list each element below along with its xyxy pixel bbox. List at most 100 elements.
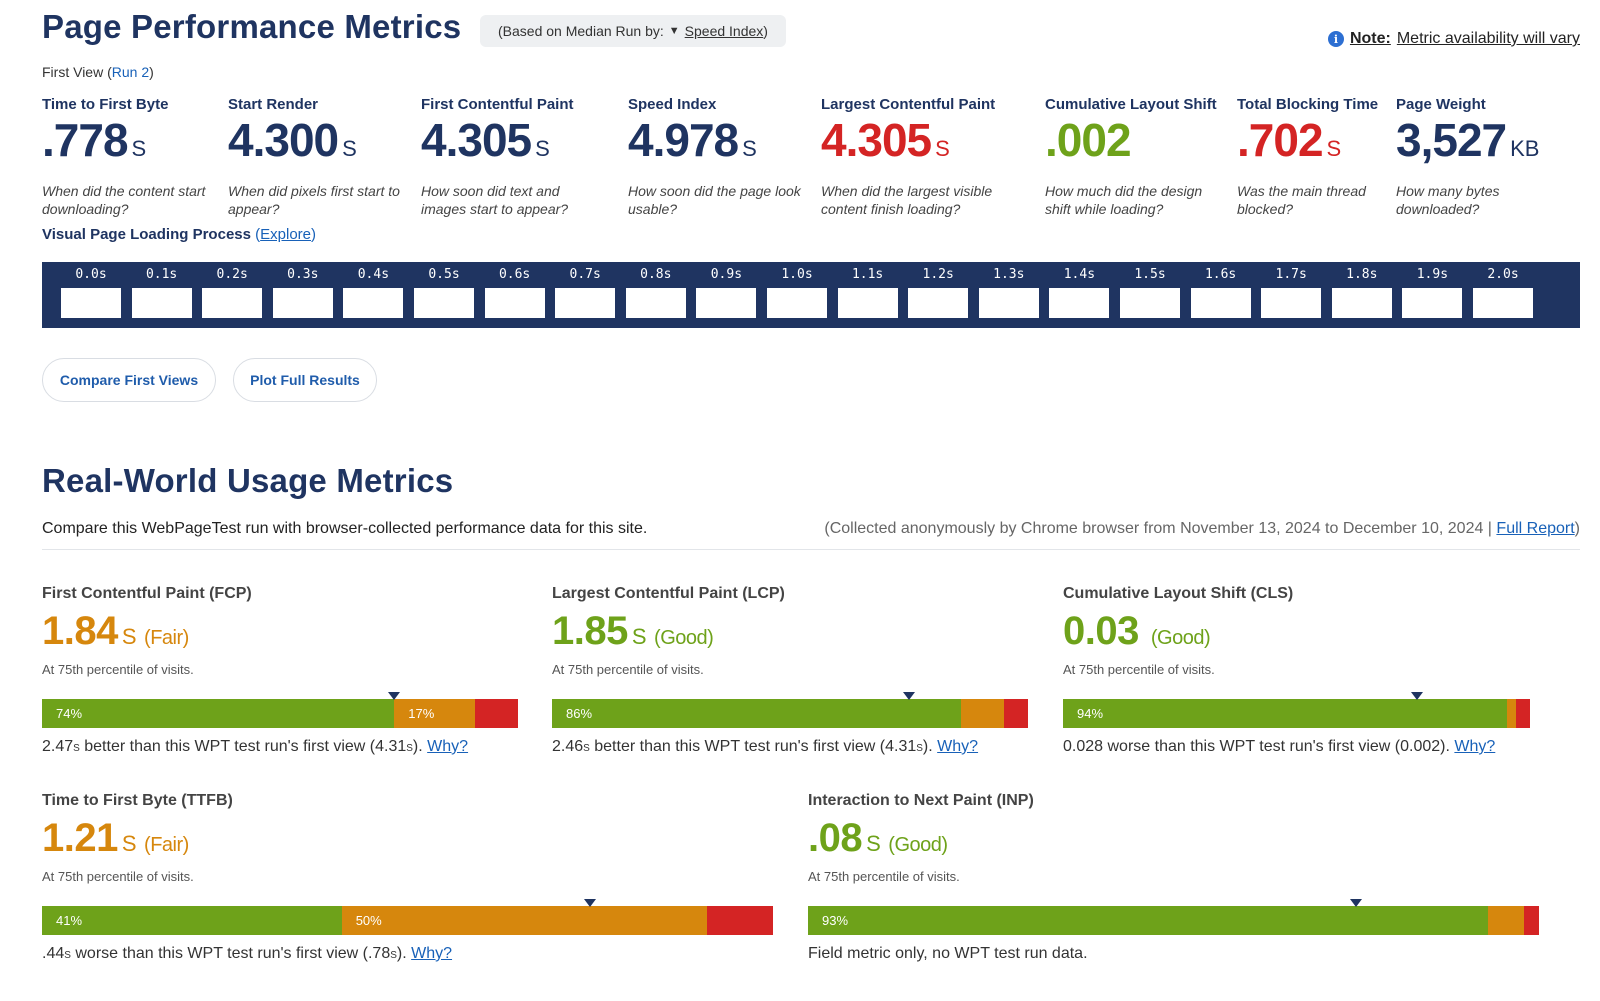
- percentile-note: At 75th percentile of visits.: [1063, 662, 1215, 677]
- distribution-bar: 41% 50%: [42, 899, 773, 935]
- metric-label: Cumulative Layout Shift: [1045, 96, 1217, 113]
- frame-thumbnail[interactable]: [908, 288, 969, 318]
- filmstrip-frame[interactable]: 0.3s: [267, 262, 339, 328]
- frame-time: 2.0s: [1487, 267, 1519, 282]
- poor-segment: [1004, 699, 1028, 728]
- frame-thumbnail[interactable]: [61, 288, 121, 318]
- plot-full-results-button[interactable]: Plot Full Results: [233, 358, 377, 402]
- filmstrip-frame[interactable]: 0.4s: [337, 262, 409, 328]
- frame-thumbnail[interactable]: [1473, 288, 1533, 318]
- median-metric-link[interactable]: Speed Index: [684, 23, 764, 39]
- metric-description: Was the main thread blocked?: [1237, 183, 1366, 217]
- why-link[interactable]: Why?: [411, 945, 453, 962]
- filmstrip-frame[interactable]: 0.2s: [196, 262, 268, 328]
- filmstrip-frame[interactable]: 0.9s: [690, 262, 762, 328]
- compare-first-views-button[interactable]: Compare First Views: [42, 358, 216, 402]
- filmstrip-frame[interactable]: 1.8s: [1326, 262, 1398, 328]
- filmstrip-frame[interactable]: 1.1s: [832, 262, 904, 328]
- filmstrip-frame[interactable]: 0.0s: [55, 262, 127, 328]
- note-text: Metric availability will vary: [1396, 30, 1580, 47]
- crux-rating: (Fair): [144, 834, 189, 856]
- frame-thumbnail[interactable]: [696, 288, 757, 318]
- filmstrip[interactable]: 0.0s 0.1s 0.2s 0.3s 0.4s 0.5s 0.6s 0.7s 0.8s 0.9s…: [42, 262, 1580, 328]
- metric-page-weight: Page Weight 3,527 KB How many bytes downl…: [1396, 96, 1576, 218]
- filmstrip-frame[interactable]: 0.5s: [408, 262, 480, 328]
- frame-thumbnail[interactable]: [978, 288, 1039, 318]
- crux-value: 0.03 (Good): [1063, 609, 1211, 653]
- frame-time: 0.8s: [640, 267, 672, 282]
- frame-thumbnail[interactable]: [1261, 288, 1322, 318]
- frame-thumbnail[interactable]: [272, 288, 333, 318]
- frame-thumbnail[interactable]: [837, 288, 898, 318]
- percentile-note: At 75th percentile of visits.: [808, 869, 960, 884]
- percentile-note: At 75th percentile of visits.: [552, 662, 704, 677]
- fair-segment: 50%: [341, 906, 708, 935]
- page-title: Page Performance Metrics: [42, 8, 462, 45]
- comparison-text: Field metric only, no WPT test run data.: [808, 945, 1088, 962]
- frame-thumbnail[interactable]: [131, 288, 192, 318]
- frame-time: 1.2s: [922, 267, 954, 282]
- frame-time: 1.4s: [1063, 267, 1096, 282]
- frame-thumbnail[interactable]: [343, 288, 404, 318]
- crux-label: Interaction to Next Paint (INP): [808, 792, 1034, 809]
- filmstrip-frame[interactable]: 0.1s: [126, 262, 198, 328]
- filmstrip-frame[interactable]: 1.7s: [1255, 262, 1327, 328]
- why-link[interactable]: Why?: [937, 738, 979, 755]
- explore-link[interactable]: Explore: [260, 226, 311, 243]
- why-link[interactable]: Why?: [427, 738, 469, 755]
- filmstrip-frame[interactable]: 1.5s: [1114, 262, 1186, 328]
- filmstrip-frame[interactable]: 1.4s: [1043, 262, 1115, 328]
- percentile-note: At 75th percentile of visits.: [42, 662, 194, 677]
- metric-tbt: Total Blocking Time .702 S Was the main t…: [1237, 96, 1387, 218]
- metric-value: .002: [1045, 114, 1132, 166]
- frame-thumbnail[interactable]: [414, 288, 474, 318]
- crux-card-ttfb: Time to First Byte (TTFB) 1.21 S (Fair) At 7…: [42, 792, 773, 963]
- metric-label: Start Render: [228, 96, 319, 113]
- filmstrip-frame[interactable]: 1.0s: [761, 262, 833, 328]
- full-report-link[interactable]: Full Report: [1496, 520, 1575, 537]
- frame-thumbnail[interactable]: [555, 288, 616, 318]
- frame-thumbnail[interactable]: [1120, 288, 1180, 318]
- filmstrip-frame[interactable]: 1.6s: [1185, 262, 1257, 328]
- crux-card-inp: Interaction to Next Paint (INP) .08 S (Good…: [808, 792, 1539, 963]
- p75-marker-icon: [1411, 692, 1423, 700]
- comparison-text: 0.028 worse than this WPT test run's fir…: [1063, 738, 1496, 755]
- frame-thumbnail[interactable]: [1402, 288, 1463, 318]
- filmstrip-frame[interactable]: 0.8s: [620, 262, 692, 328]
- frame-thumbnail[interactable]: [202, 288, 263, 318]
- real-world-title: Real-World Usage Metrics: [42, 462, 454, 499]
- frame-thumbnail[interactable]: [625, 288, 686, 318]
- filmstrip-frame[interactable]: 0.6s: [479, 262, 551, 328]
- metric-note[interactable]: i Note: Metric availability will vary: [1327, 30, 1580, 48]
- frame-thumbnail[interactable]: [767, 288, 827, 318]
- distribution-bar: 74% 17%: [42, 692, 518, 728]
- p75-marker-icon: [584, 899, 597, 907]
- first-view-prefix: First View (: [42, 64, 112, 80]
- metric-label: Speed Index: [628, 96, 717, 113]
- metric-lcp: Largest Contentful Paint 4.305 S When did…: [821, 96, 1021, 218]
- frame-time: 0.7s: [569, 267, 601, 282]
- p75-marker-icon: [388, 692, 401, 700]
- frame-thumbnail[interactable]: [1190, 288, 1251, 318]
- median-run-selector[interactable]: (Based on Median Run by: ▼ Speed Index): [480, 15, 786, 47]
- filmstrip-frame[interactable]: 1.3s: [973, 262, 1045, 328]
- why-link[interactable]: Why?: [1454, 738, 1496, 755]
- filmstrip-frame[interactable]: 1.9s: [1396, 262, 1468, 328]
- good-segment: 41%: [42, 906, 342, 935]
- percentile-note: At 75th percentile of visits.: [42, 869, 194, 884]
- frame-time: 0.5s: [428, 267, 460, 282]
- crux-card-lcp: Largest Contentful Paint (LCP) 1.85 S (Good…: [552, 585, 1028, 756]
- frame-thumbnail[interactable]: [1331, 288, 1392, 318]
- metric-label: Time to First Byte: [42, 96, 169, 113]
- divider: [42, 549, 1580, 550]
- real-world-description: Compare this WebPageTest run with browse…: [42, 520, 648, 537]
- run-link[interactable]: Run 2: [111, 64, 150, 80]
- frame-thumbnail[interactable]: [1049, 288, 1110, 318]
- comparison-text: 2.47S better than this WPT test run's fi…: [42, 738, 469, 755]
- frame-thumbnail[interactable]: [484, 288, 545, 318]
- metric-value: .702 S: [1237, 114, 1342, 166]
- metric-ttfb: Time to First Byte .778 S When did the co…: [42, 96, 217, 218]
- filmstrip-frame[interactable]: 1.2s: [902, 262, 974, 328]
- filmstrip-frame[interactable]: 0.7s: [549, 262, 621, 328]
- filmstrip-frame[interactable]: 2.0s: [1467, 262, 1539, 328]
